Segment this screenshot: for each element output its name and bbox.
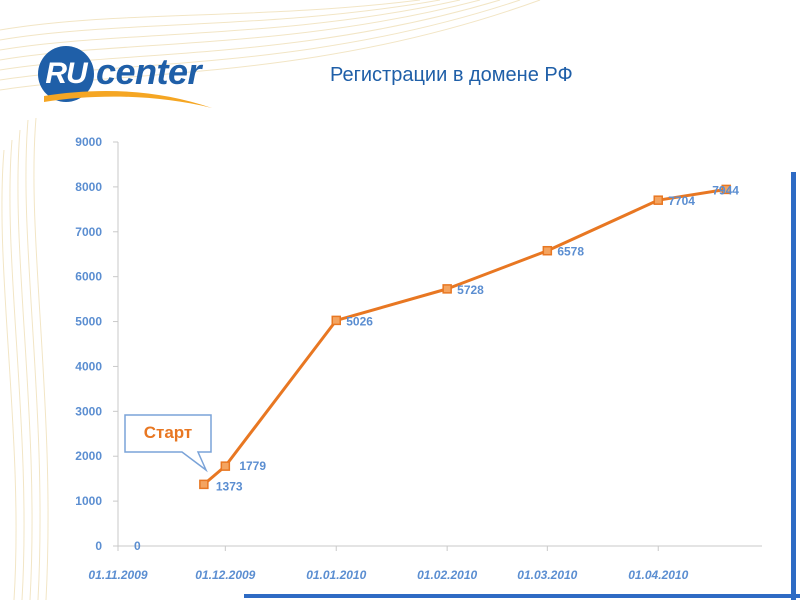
data-point-marker — [331, 315, 341, 326]
y-tick-label: 9000 — [75, 135, 102, 149]
data-label: 5728 — [457, 283, 484, 297]
x-tick-label: 01.03.2010 — [517, 568, 577, 582]
y-tick-label: 3000 — [75, 404, 102, 418]
logo-swoosh-icon — [44, 91, 212, 108]
start-callout-label: Старт — [143, 423, 193, 442]
data-label: 7704 — [668, 194, 695, 208]
data-point-marker — [721, 184, 731, 195]
x-tick-label: 01.11.2009 — [88, 568, 147, 582]
y-axis-ticks: 0 1000 2000 3000 4000 5000 6000 7000 8000 9000 — [75, 135, 118, 553]
start-callout-bubble — [124, 414, 212, 473]
x-tick-label: 01.02.2010 — [417, 568, 477, 582]
data-point-marker — [542, 245, 553, 256]
y-tick-label: 1000 — [75, 494, 102, 508]
y-tick-label: 0 — [95, 539, 102, 553]
x-tick-label: 01.01.2010 — [306, 568, 366, 582]
y-tick-label: 7000 — [75, 225, 102, 239]
series-line — [202, 187, 727, 486]
slide-title: Регистрации в домене РФ — [330, 64, 573, 86]
data-label: 1779 — [239, 459, 266, 473]
y-tick-label: 2000 — [75, 449, 102, 463]
data-label: 1373 — [216, 479, 243, 493]
data-label: 0 — [134, 539, 141, 553]
data-point-marker — [442, 284, 452, 294]
x-tick-label: 01.04.2010 — [628, 568, 688, 582]
x-axis-ticks: 01.11.2009 01.12.2009 01.01.2010 01.02.2010… — [88, 546, 689, 582]
frame-bottom-border — [244, 594, 800, 598]
logo-wordmark: center — [96, 51, 202, 92]
data-point-marker — [653, 195, 663, 205]
data-labels: 0 1373 1779 5026 5728 6578 7704 7944 — [134, 183, 739, 553]
frame-right-border — [791, 172, 796, 600]
x-tick-label: 01.12.2009 — [195, 568, 255, 582]
data-label: 7944 — [712, 183, 739, 197]
data-point-marker — [220, 461, 231, 471]
series-markers — [199, 184, 731, 490]
y-tick-label: 5000 — [75, 315, 102, 329]
data-label: 6578 — [557, 245, 584, 259]
data-point-marker — [199, 479, 209, 490]
y-tick-label: 8000 — [75, 180, 102, 194]
y-tick-label: 6000 — [75, 270, 102, 284]
ru-center-logo: RU center — [38, 42, 218, 112]
data-label: 5026 — [346, 314, 373, 328]
y-tick-label: 4000 — [75, 359, 102, 373]
